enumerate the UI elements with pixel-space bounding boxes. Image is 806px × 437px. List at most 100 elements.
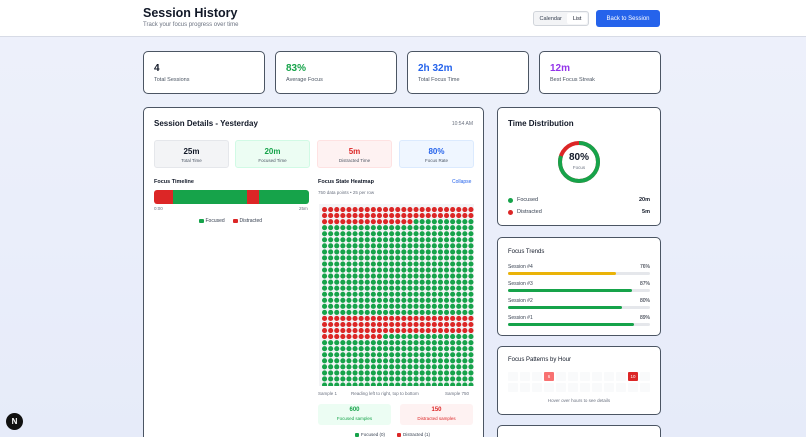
heatmap-cell-focused[interactable] bbox=[401, 303, 407, 309]
heatmap-cell-focused[interactable] bbox=[358, 225, 364, 231]
hour-cell[interactable] bbox=[616, 383, 626, 392]
hour-cell-active[interactable]: 6 bbox=[544, 372, 554, 381]
heatmap-cell-focused[interactable] bbox=[389, 303, 395, 309]
heatmap-cell-distracted[interactable] bbox=[389, 315, 395, 321]
heatmap-cell-distracted[interactable] bbox=[383, 328, 389, 334]
heatmap-cell-focused[interactable] bbox=[456, 309, 462, 315]
heatmap-cell-focused[interactable] bbox=[358, 267, 364, 273]
heatmap-cell-focused[interactable] bbox=[431, 352, 437, 358]
heatmap-cell-focused[interactable] bbox=[431, 346, 437, 352]
heatmap-cell-focused[interactable] bbox=[419, 261, 425, 267]
heatmap-cell-focused[interactable] bbox=[437, 225, 443, 231]
heatmap-cell-focused[interactable] bbox=[444, 219, 450, 225]
heatmap-cell-distracted[interactable] bbox=[389, 219, 395, 225]
heatmap-cell-focused[interactable] bbox=[456, 346, 462, 352]
heatmap-cell-focused[interactable] bbox=[462, 285, 468, 291]
hour-cell[interactable] bbox=[592, 372, 602, 381]
heatmap-cell-focused[interactable] bbox=[322, 231, 328, 237]
heatmap-cell-focused[interactable] bbox=[358, 376, 364, 382]
heatmap-cell-focused[interactable] bbox=[456, 249, 462, 255]
heatmap-cell-focused[interactable] bbox=[376, 267, 382, 273]
heatmap-cell-focused[interactable] bbox=[376, 382, 382, 386]
heatmap-cell-focused[interactable] bbox=[389, 352, 395, 358]
heatmap-cell-focused[interactable] bbox=[340, 237, 346, 243]
heatmap-cell-focused[interactable] bbox=[395, 376, 401, 382]
heatmap-cell-focused[interactable] bbox=[407, 364, 413, 370]
heatmap-cell-focused[interactable] bbox=[389, 249, 395, 255]
heatmap-cell-focused[interactable] bbox=[431, 267, 437, 273]
heatmap-cell-distracted[interactable] bbox=[364, 315, 370, 321]
heatmap-cell-focused[interactable] bbox=[462, 273, 468, 279]
heatmap-cell-focused[interactable] bbox=[468, 364, 474, 370]
heatmap-cell-distracted[interactable] bbox=[395, 213, 401, 219]
heatmap-cell-focused[interactable] bbox=[450, 231, 456, 237]
heatmap-cell-focused[interactable] bbox=[383, 364, 389, 370]
heatmap-cell-focused[interactable] bbox=[358, 261, 364, 267]
hour-cell[interactable] bbox=[592, 383, 602, 392]
heatmap-cell-focused[interactable] bbox=[383, 261, 389, 267]
heatmap-cell-focused[interactable] bbox=[413, 243, 419, 249]
heatmap-cell-focused[interactable] bbox=[413, 255, 419, 261]
heatmap-cell-focused[interactable] bbox=[340, 364, 346, 370]
heatmap-cell-distracted[interactable] bbox=[346, 207, 352, 213]
heatmap-cell-focused[interactable] bbox=[389, 243, 395, 249]
heatmap-cell-focused[interactable] bbox=[364, 261, 370, 267]
hour-cell[interactable] bbox=[568, 372, 578, 381]
heatmap-cell-focused[interactable] bbox=[401, 334, 407, 340]
heatmap-cell-focused[interactable] bbox=[376, 376, 382, 382]
heatmap-cell-focused[interactable] bbox=[456, 291, 462, 297]
heatmap-cell-focused[interactable] bbox=[413, 219, 419, 225]
heatmap-cell-distracted[interactable] bbox=[395, 328, 401, 334]
heatmap-cell-distracted[interactable] bbox=[419, 328, 425, 334]
heatmap-cell-focused[interactable] bbox=[450, 249, 456, 255]
heatmap-cell-focused[interactable] bbox=[395, 255, 401, 261]
heatmap-cell-focused[interactable] bbox=[352, 249, 358, 255]
heatmap-cell-focused[interactable] bbox=[437, 370, 443, 376]
heatmap-cell-focused[interactable] bbox=[468, 255, 474, 261]
heatmap-cell-focused[interactable] bbox=[334, 225, 340, 231]
heatmap-cell-focused[interactable] bbox=[419, 285, 425, 291]
heatmap-cell-focused[interactable] bbox=[419, 231, 425, 237]
heatmap-cell-distracted[interactable] bbox=[425, 321, 431, 328]
heatmap-cell-focused[interactable] bbox=[328, 297, 334, 303]
heatmap-cell-distracted[interactable] bbox=[401, 207, 407, 213]
heatmap-cell-focused[interactable] bbox=[364, 243, 370, 249]
heatmap-cell-focused[interactable] bbox=[450, 255, 456, 261]
heatmap-cell-focused[interactable] bbox=[340, 267, 346, 273]
heatmap-cell-focused[interactable] bbox=[462, 267, 468, 273]
heatmap-cell-focused[interactable] bbox=[346, 225, 352, 231]
heatmap-cell-focused[interactable] bbox=[413, 303, 419, 309]
heatmap-cell-focused[interactable] bbox=[352, 225, 358, 231]
heatmap-cell-distracted[interactable] bbox=[462, 213, 468, 219]
heatmap-cell-focused[interactable] bbox=[425, 376, 431, 382]
heatmap-cell-focused[interactable] bbox=[401, 273, 407, 279]
heatmap-cell-focused[interactable] bbox=[419, 237, 425, 243]
heatmap-cell-focused[interactable] bbox=[462, 225, 468, 231]
heatmap-cell-focused[interactable] bbox=[370, 243, 376, 249]
heatmap-cell-distracted[interactable] bbox=[419, 321, 425, 328]
heatmap-cell-distracted[interactable] bbox=[437, 207, 443, 213]
heatmap-cell-focused[interactable] bbox=[328, 291, 334, 297]
heatmap-cell-focused[interactable] bbox=[468, 382, 474, 386]
heatmap-cell-focused[interactable] bbox=[383, 231, 389, 237]
heatmap-cell-focused[interactable] bbox=[419, 291, 425, 297]
heatmap-cell-focused[interactable] bbox=[334, 303, 340, 309]
heatmap-cell-focused[interactable] bbox=[401, 352, 407, 358]
heatmap-cell-focused[interactable] bbox=[364, 370, 370, 376]
heatmap-cell-focused[interactable] bbox=[370, 237, 376, 243]
heatmap-cell-focused[interactable] bbox=[370, 309, 376, 315]
heatmap-cell-focused[interactable] bbox=[322, 364, 328, 370]
heatmap-cell-focused[interactable] bbox=[407, 285, 413, 291]
hour-cell[interactable] bbox=[640, 372, 650, 381]
heatmap-cell-distracted[interactable] bbox=[352, 213, 358, 219]
heatmap-cell-focused[interactable] bbox=[376, 291, 382, 297]
heatmap-cell-focused[interactable] bbox=[322, 303, 328, 309]
heatmap-cell-focused[interactable] bbox=[437, 340, 443, 346]
heatmap-cell-focused[interactable] bbox=[431, 231, 437, 237]
heatmap-cell-focused[interactable] bbox=[346, 261, 352, 267]
heatmap-cell-focused[interactable] bbox=[401, 285, 407, 291]
heatmap-cell-distracted[interactable] bbox=[437, 321, 443, 328]
heatmap-cell-focused[interactable] bbox=[389, 291, 395, 297]
heatmap-cell-focused[interactable] bbox=[419, 243, 425, 249]
heatmap-cell-focused[interactable] bbox=[444, 267, 450, 273]
